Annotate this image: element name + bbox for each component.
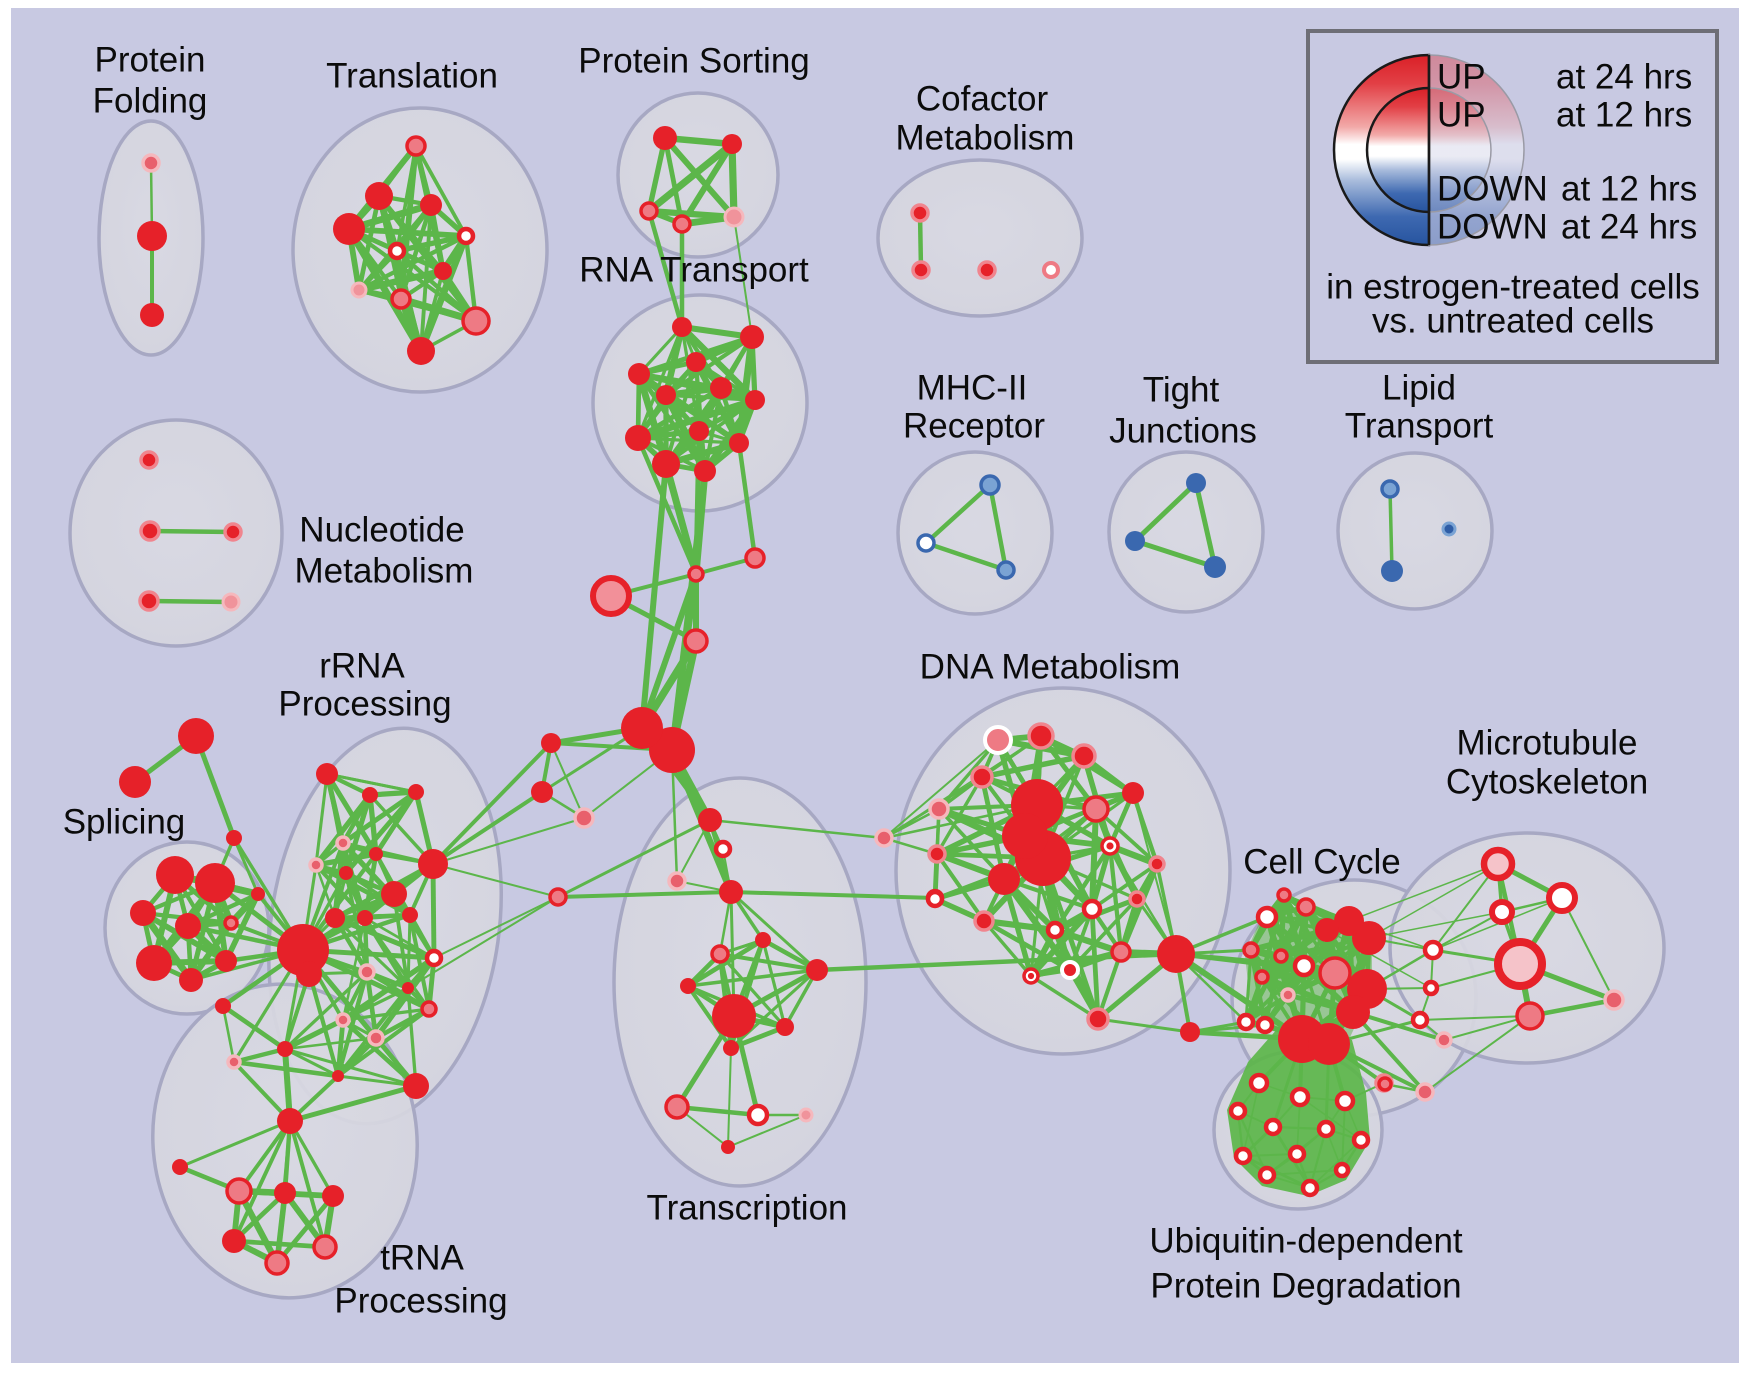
svg-text:Tight: Tight: [1143, 370, 1220, 409]
svg-text:DOWN: DOWN: [1437, 169, 1548, 208]
svg-text:DOWN: DOWN: [1437, 207, 1548, 246]
svg-text:at 24 hrs: at 24 hrs: [1556, 57, 1692, 96]
svg-text:in estrogen-treated cells: in estrogen-treated cells: [1326, 267, 1700, 306]
svg-text:Protein: Protein: [95, 40, 206, 79]
svg-text:Junctions: Junctions: [1109, 411, 1257, 450]
svg-text:at 12 hrs: at 12 hrs: [1556, 95, 1692, 134]
svg-text:Protein Sorting: Protein Sorting: [578, 41, 810, 80]
svg-text:Nucleotide: Nucleotide: [299, 510, 464, 549]
svg-text:Folding: Folding: [93, 81, 208, 120]
svg-text:Processing: Processing: [334, 1281, 507, 1320]
svg-text:RNA Transport: RNA Transport: [579, 250, 809, 289]
svg-text:tRNA: tRNA: [380, 1238, 464, 1277]
svg-text:Cell Cycle: Cell Cycle: [1243, 842, 1401, 881]
svg-text:Metabolism: Metabolism: [896, 118, 1075, 157]
svg-text:rRNA: rRNA: [319, 646, 405, 685]
svg-text:UP: UP: [1437, 57, 1486, 96]
svg-text:Cytoskeleton: Cytoskeleton: [1446, 762, 1648, 801]
svg-text:Transcription: Transcription: [647, 1188, 848, 1227]
svg-text:Ubiquitin-dependent: Ubiquitin-dependent: [1149, 1221, 1463, 1260]
svg-text:at 12 hrs: at 12 hrs: [1561, 169, 1697, 208]
svg-text:Splicing: Splicing: [63, 802, 186, 841]
svg-text:Receptor: Receptor: [903, 406, 1045, 445]
svg-text:Transport: Transport: [1345, 406, 1494, 445]
svg-text:UP: UP: [1437, 95, 1486, 134]
svg-text:MHC-II: MHC-II: [917, 368, 1028, 407]
svg-text:Lipid: Lipid: [1382, 368, 1456, 407]
svg-text:Microtubule: Microtubule: [1457, 723, 1638, 762]
svg-text:at 24 hrs: at 24 hrs: [1561, 207, 1697, 246]
svg-text:DNA Metabolism: DNA Metabolism: [920, 647, 1181, 686]
svg-text:Protein Degradation: Protein Degradation: [1150, 1266, 1461, 1305]
svg-text:Translation: Translation: [326, 56, 498, 95]
svg-text:vs. untreated cells: vs. untreated cells: [1372, 301, 1654, 340]
svg-text:Processing: Processing: [278, 684, 451, 723]
svg-text:Metabolism: Metabolism: [295, 551, 474, 590]
svg-text:Cofactor: Cofactor: [916, 79, 1049, 118]
